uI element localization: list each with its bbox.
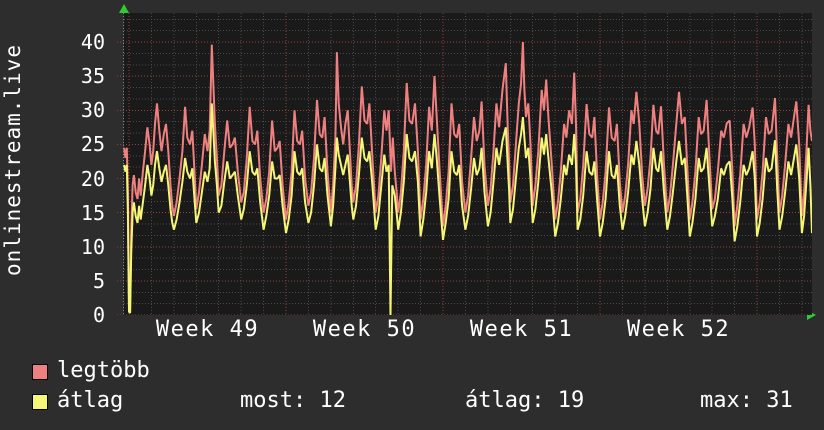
stat-most: most: 12 <box>240 388 346 413</box>
legend-swatch-legtobb <box>32 364 48 380</box>
y-tick-label: 25 <box>80 132 105 157</box>
legend-label-legtobb: legtöbb <box>57 358 150 383</box>
x-tick-label: Week 49 <box>155 317 260 342</box>
legend-swatch-atlag <box>32 394 48 410</box>
series-line-atlag <box>123 103 812 315</box>
plot-area <box>117 13 812 315</box>
y-tick-label: 20 <box>80 166 105 191</box>
x-tick-label: Week 51 <box>469 317 574 342</box>
stat-atlag: átlag: 19 <box>465 388 585 413</box>
legend-label-atlag: átlag <box>57 388 124 413</box>
series-line-legtobb <box>123 41 812 312</box>
y-tick-label: 5 <box>92 268 105 293</box>
y-tick-label: 30 <box>80 98 105 123</box>
y-tick-label: 10 <box>80 234 105 259</box>
x-axis-arrow-icon <box>807 310 816 320</box>
y-axis-arrow-icon <box>119 4 129 13</box>
plot-svg <box>117 13 812 315</box>
y-tick-label: 40 <box>80 30 105 54</box>
stat-max: max: 31 <box>700 388 793 413</box>
x-tick-label: Week 52 <box>626 317 731 342</box>
x-tick-label: Week 50 <box>312 317 417 342</box>
y-tick-label: 35 <box>80 64 105 89</box>
y-tick-label: 0 <box>92 303 105 327</box>
y-tick-label: 15 <box>80 200 105 225</box>
